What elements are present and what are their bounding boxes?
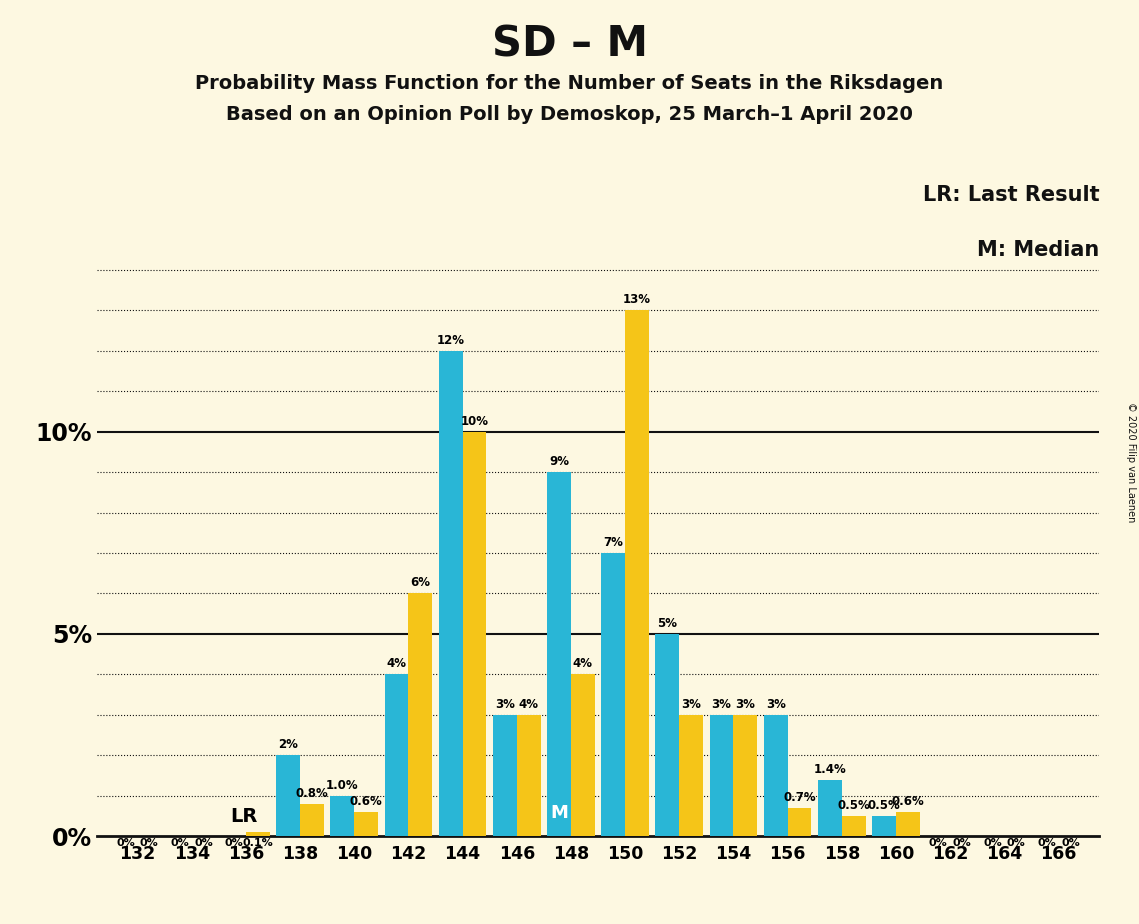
Bar	[625, 310, 649, 836]
Text: 0%: 0%	[116, 838, 134, 848]
Text: 1.0%: 1.0%	[326, 779, 359, 792]
Text: 0%: 0%	[140, 838, 158, 848]
Text: Based on an Opinion Poll by Demoskop, 25 March–1 April 2020: Based on an Opinion Poll by Demoskop, 25…	[226, 105, 913, 125]
Text: 3%: 3%	[681, 698, 702, 711]
Bar	[493, 715, 517, 836]
Bar	[354, 812, 378, 836]
Bar	[246, 833, 270, 836]
Text: LR: LR	[230, 807, 257, 826]
Bar	[734, 715, 757, 836]
Bar	[818, 780, 842, 836]
Bar	[601, 553, 625, 836]
Text: 3%: 3%	[765, 698, 786, 711]
Bar	[872, 816, 896, 836]
Text: 0.7%: 0.7%	[784, 791, 816, 804]
Bar	[679, 715, 703, 836]
Text: M: Median: M: Median	[977, 240, 1099, 261]
Text: 2%: 2%	[278, 738, 298, 751]
Bar	[517, 715, 541, 836]
Text: 0.6%: 0.6%	[892, 795, 924, 808]
Text: 4%: 4%	[386, 657, 407, 670]
Bar	[385, 675, 409, 836]
Text: 0%: 0%	[1062, 838, 1080, 848]
Bar	[710, 715, 734, 836]
Bar	[547, 472, 571, 836]
Text: Probability Mass Function for the Number of Seats in the Riksdagen: Probability Mass Function for the Number…	[196, 74, 943, 93]
Text: 0.5%: 0.5%	[868, 799, 901, 812]
Text: LR: Last Result: LR: Last Result	[923, 185, 1099, 205]
Bar	[462, 432, 486, 836]
Text: 0%: 0%	[1038, 838, 1056, 848]
Bar	[842, 816, 866, 836]
Bar	[409, 593, 432, 836]
Text: © 2020 Filip van Laenen: © 2020 Filip van Laenen	[1126, 402, 1136, 522]
Text: 0%: 0%	[224, 838, 244, 848]
Text: 3%: 3%	[494, 698, 515, 711]
Text: 0%: 0%	[171, 838, 189, 848]
Bar	[300, 804, 323, 836]
Text: 0%: 0%	[1007, 838, 1025, 848]
Text: 6%: 6%	[410, 577, 431, 590]
Text: 0%: 0%	[194, 838, 213, 848]
Text: 4%: 4%	[518, 698, 539, 711]
Text: 0.1%: 0.1%	[243, 838, 273, 848]
Text: 0.6%: 0.6%	[350, 795, 383, 808]
Bar	[764, 715, 787, 836]
Text: 3%: 3%	[736, 698, 755, 711]
Text: 12%: 12%	[436, 334, 465, 346]
Bar	[655, 634, 679, 836]
Text: 0%: 0%	[952, 838, 972, 848]
Text: 7%: 7%	[604, 536, 623, 549]
Text: 10%: 10%	[460, 415, 489, 428]
Bar	[439, 350, 462, 836]
Text: 0.5%: 0.5%	[837, 799, 870, 812]
Text: 0%: 0%	[983, 838, 1002, 848]
Text: 3%: 3%	[712, 698, 731, 711]
Bar	[787, 808, 811, 836]
Bar	[330, 796, 354, 836]
Text: SD – M: SD – M	[492, 23, 647, 65]
Text: 4%: 4%	[573, 657, 592, 670]
Text: 0.8%: 0.8%	[295, 787, 328, 800]
Bar	[276, 755, 300, 836]
Text: 1.4%: 1.4%	[813, 762, 846, 775]
Text: 0%: 0%	[928, 838, 948, 848]
Text: M: M	[550, 804, 568, 822]
Bar	[571, 675, 595, 836]
Text: 5%: 5%	[657, 617, 678, 630]
Text: 9%: 9%	[549, 455, 570, 468]
Bar	[896, 812, 920, 836]
Text: 13%: 13%	[623, 293, 652, 306]
